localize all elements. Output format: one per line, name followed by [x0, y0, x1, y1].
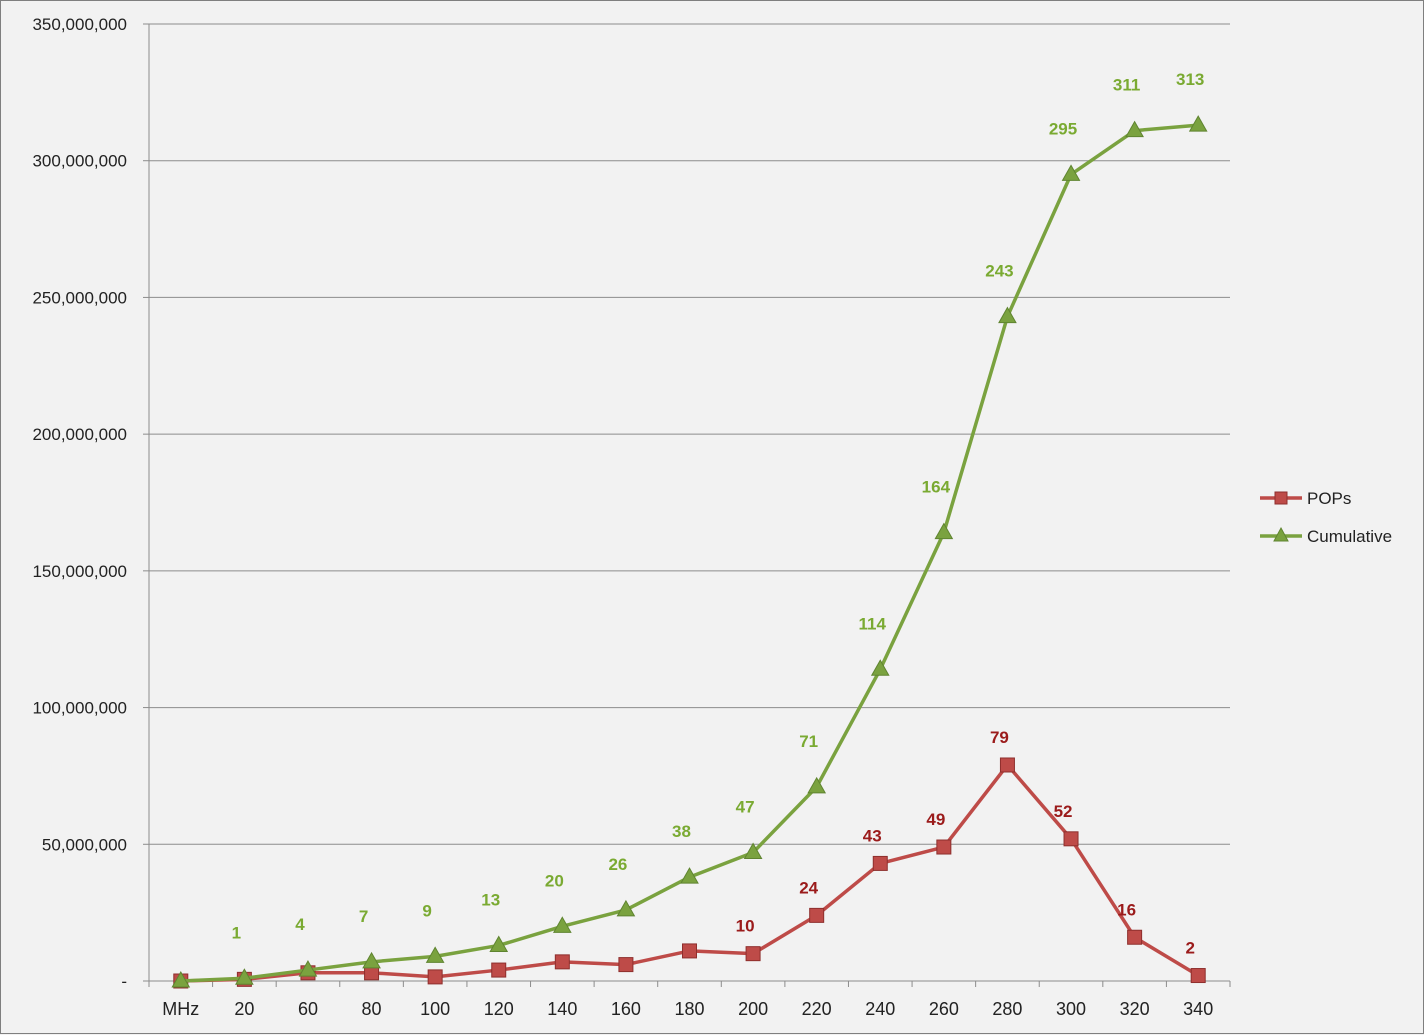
- legend-label: POPs: [1307, 489, 1351, 508]
- data-point: [1188, 115, 1208, 132]
- data-point: [872, 855, 888, 871]
- data-label: 10: [736, 917, 755, 936]
- gridlines: [149, 23, 1230, 845]
- data-point: [1125, 120, 1144, 138]
- x-tick-label: MHz: [162, 999, 199, 1019]
- y-tick-label: 200,000,000: [32, 425, 127, 444]
- legend: POPs Cumulative: [1260, 489, 1392, 546]
- y-tick-label: 150,000,000: [32, 562, 127, 581]
- x-tick-label: 240: [865, 999, 895, 1019]
- data-point: [934, 522, 954, 540]
- y-tick-label: -: [121, 972, 127, 991]
- data-label: 79: [990, 728, 1009, 747]
- data-label: 164: [922, 478, 951, 497]
- data-label: 4: [295, 915, 305, 934]
- data-point: [489, 935, 509, 952]
- legend-label: Cumulative: [1307, 527, 1392, 546]
- legend-item-cumulative: Cumulative: [1260, 526, 1392, 546]
- axes: - 50,000,000 100,000,000 150,000,000 200,000…: [32, 15, 1231, 1019]
- legend-marker: [1274, 491, 1288, 505]
- x-tick-label: 300: [1056, 999, 1086, 1019]
- data-point: [362, 951, 381, 969]
- data-point: [171, 970, 191, 988]
- data-point: [680, 867, 699, 884]
- data-label: 38: [672, 822, 691, 841]
- data-label: 1: [232, 923, 241, 942]
- data-point: [616, 899, 636, 917]
- data-point: [1127, 929, 1143, 945]
- data-point: [870, 659, 890, 676]
- x-tick-label: 100: [420, 999, 450, 1019]
- data-label: 16: [1117, 900, 1136, 919]
- data-point: [743, 842, 763, 859]
- data-point: [427, 969, 443, 985]
- data-point: [298, 960, 318, 977]
- x-tick-label: 260: [929, 999, 959, 1019]
- legend-item-pops: POPs: [1260, 489, 1351, 508]
- x-tick-label: 140: [547, 999, 577, 1019]
- x-tick-label: 60: [298, 999, 318, 1019]
- data-point: [998, 306, 1017, 324]
- x-tick-label: 280: [992, 999, 1022, 1019]
- data-point: [682, 943, 697, 959]
- data-label: 2: [1185, 939, 1194, 958]
- data-label: 13: [481, 890, 500, 909]
- x-tick-label: 320: [1120, 999, 1150, 1019]
- series-group: [171, 115, 1208, 989]
- x-tick-label: 180: [674, 999, 704, 1019]
- data-point: [552, 916, 572, 933]
- y-tick-label: 350,000,000: [32, 15, 127, 34]
- series-pops: [173, 757, 1206, 989]
- data-point: [809, 907, 825, 923]
- data-label: 114: [859, 614, 887, 633]
- data-label: 243: [985, 262, 1013, 281]
- series-line-cumulative: [180, 123, 1199, 983]
- data-label: 26: [608, 855, 627, 874]
- y-tick-label: 300,000,000: [32, 152, 127, 171]
- series-cumulative: [171, 115, 1208, 988]
- data-point: [1061, 164, 1081, 181]
- x-tick-label: 220: [802, 999, 832, 1019]
- y-tick-label: 250,000,000: [32, 288, 127, 307]
- y-tick-label: 50,000,000: [42, 835, 127, 854]
- y-tick-label: 100,000,000: [32, 699, 127, 718]
- data-label: 9: [422, 901, 431, 920]
- x-tick-label: 200: [738, 999, 768, 1019]
- data-label: 295: [1049, 119, 1077, 138]
- x-tick-label: 340: [1183, 999, 1213, 1019]
- data-label: 313: [1176, 70, 1204, 89]
- data-label: 47: [736, 797, 755, 816]
- x-tick-label: 80: [362, 999, 382, 1019]
- data-label: 52: [1054, 802, 1073, 821]
- data-point: [1063, 831, 1079, 847]
- x-tick-label: 160: [611, 999, 641, 1019]
- data-label: 20: [545, 871, 564, 890]
- data-point: [1190, 968, 1206, 984]
- data-label: 43: [863, 826, 882, 845]
- data-point: [425, 946, 445, 963]
- x-tick-label: 20: [234, 999, 254, 1019]
- x-tick-label: 120: [484, 999, 514, 1019]
- data-point: [936, 839, 952, 855]
- data-point: [235, 968, 254, 985]
- data-point: [745, 946, 761, 962]
- data-point: [491, 962, 507, 978]
- data-label: 7: [359, 907, 368, 926]
- data-point: [999, 757, 1015, 773]
- legend-marker: [1273, 526, 1289, 542]
- data-point: [554, 954, 570, 970]
- data-label: 311: [1113, 76, 1140, 95]
- data-label: 24: [799, 878, 818, 897]
- data-point: [807, 776, 827, 794]
- data-point: [618, 957, 634, 973]
- data-label: 49: [926, 810, 945, 829]
- data-label: 71: [799, 732, 818, 751]
